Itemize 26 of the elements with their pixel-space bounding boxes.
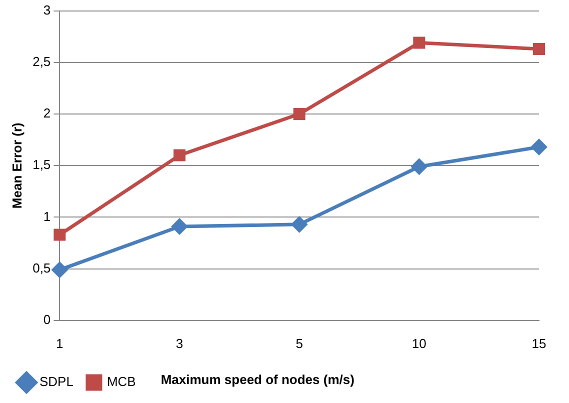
y-axis-title: Mean Error (r) [9, 122, 24, 209]
y-tick-label: 2,5 [32, 54, 51, 69]
point [172, 218, 188, 234]
x-tick-label: 5 [296, 336, 303, 351]
x-tick-label: 1 [56, 336, 64, 351]
point [174, 149, 186, 162]
y-tick-label: 2 [43, 106, 51, 121]
x-tick-label: 15 [532, 336, 546, 351]
point [293, 108, 306, 120]
point [54, 228, 66, 241]
legend-label: SDPL [40, 374, 74, 390]
x-axis-title: Maximum speed of nodes (m/s) [160, 372, 354, 388]
point [411, 158, 427, 174]
x-tick-label: 10 [412, 336, 426, 351]
point [531, 139, 547, 155]
point [533, 42, 545, 55]
y-tick-label: 0,5 [32, 260, 51, 276]
y-tick-label: 1 [43, 208, 51, 224]
point [413, 36, 426, 49]
x-tick-label: 3 [176, 336, 184, 351]
y-tick-label: 0 [43, 312, 51, 327]
point [292, 216, 308, 232]
y-tick-label: 3 [43, 2, 51, 18]
point [52, 262, 68, 278]
y-tick-label: 1,5 [32, 157, 51, 172]
legend-label: MCB [106, 374, 136, 390]
